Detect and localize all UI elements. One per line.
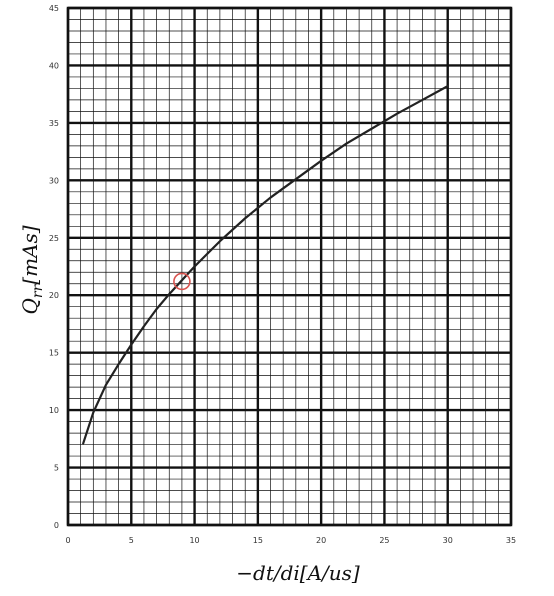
y-axis-label-group: Qrr[mAs] [18, 225, 46, 314]
y-tick-label: 5 [54, 464, 59, 473]
y-tick-label: 0 [54, 521, 59, 530]
y-axis-label-main: Q [18, 298, 42, 314]
annotation-layer [173, 272, 191, 291]
x-axis-ticks: 0 5 10 15 20 25 30 35 [65, 536, 516, 545]
series-layer [82, 85, 449, 445]
x-tick-label: 20 [316, 536, 326, 545]
x-tick-label: 30 [443, 536, 453, 545]
x-tick-label: 35 [506, 536, 516, 545]
y-tick-label: 10 [49, 406, 59, 415]
grid-major [66, 6, 513, 527]
y-tick-label: 40 [49, 61, 59, 70]
y-axis-label: Qrr[mAs] [18, 225, 46, 314]
y-axis-label-unit: [mAs] [18, 225, 42, 284]
y-tick-label: 20 [49, 291, 59, 300]
grid-minor [68, 8, 511, 525]
y-axis-label-subscript: rr [30, 283, 46, 298]
y-tick-label: 45 [49, 4, 59, 13]
x-tick-label: 25 [379, 536, 389, 545]
x-axis-label: −dt/di[A/us] [236, 561, 360, 585]
plot-frame [66, 6, 513, 527]
y-tick-label: 15 [49, 349, 59, 358]
highlight-circle-marker [173, 272, 191, 291]
y-tick-label: 30 [49, 176, 59, 185]
x-tick-label: 15 [253, 536, 263, 545]
y-axis-ticks: 0 5 10 15 20 25 30 35 40 45 [49, 4, 59, 530]
y-tick-label: 25 [49, 234, 59, 243]
x-tick-label: 0 [65, 536, 70, 545]
series-line [82, 85, 449, 445]
x-tick-label: 10 [189, 536, 199, 545]
y-tick-label: 35 [49, 119, 59, 128]
x-tick-label: 5 [129, 536, 134, 545]
